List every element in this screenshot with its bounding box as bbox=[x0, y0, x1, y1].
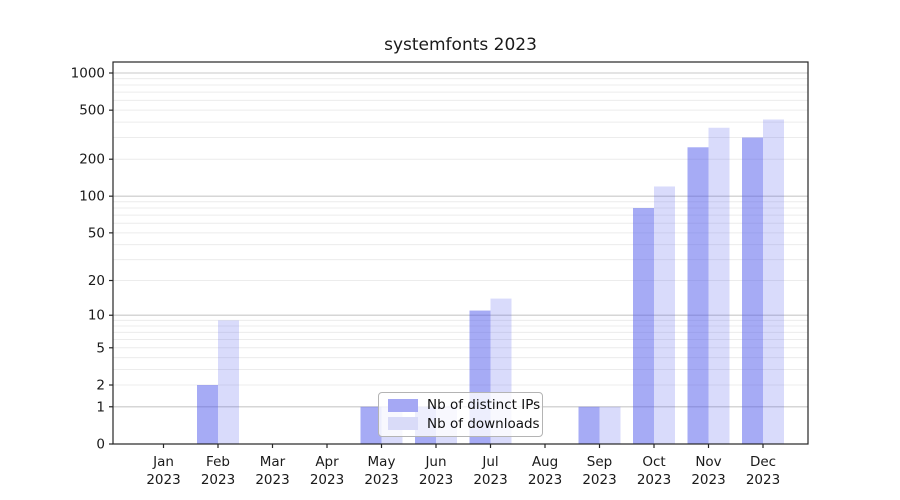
x-tick-label: Mar 2023 bbox=[255, 454, 289, 488]
bar-distinct-ips bbox=[633, 208, 654, 444]
y-tick-label: 2 bbox=[96, 378, 105, 394]
x-tick-label: Aug 2023 bbox=[528, 454, 562, 488]
bar-distinct-ips bbox=[742, 137, 763, 444]
y-tick-label: 1000 bbox=[71, 66, 105, 82]
legend-item-distinct-ips: Nb of distinct IPs bbox=[388, 397, 540, 414]
x-tick-label: Nov 2023 bbox=[691, 454, 725, 488]
x-tick-label: Oct 2023 bbox=[637, 454, 671, 488]
axes-frame bbox=[112, 61, 809, 445]
y-tick-label: 500 bbox=[79, 103, 105, 119]
legend-label-downloads: Nb of downloads bbox=[427, 415, 540, 432]
chart-title: systemfonts 2023 bbox=[384, 35, 537, 55]
legend-item-downloads: Nb of downloads bbox=[388, 415, 540, 432]
legend-swatch-distinct-ips bbox=[388, 398, 418, 412]
x-tick-label: Dec 2023 bbox=[746, 454, 780, 488]
bar-downloads bbox=[763, 119, 784, 444]
x-tick-label: Jan 2023 bbox=[146, 454, 180, 488]
bar-distinct-ips bbox=[687, 147, 709, 445]
bar-downloads bbox=[708, 127, 730, 444]
y-tick-label: 1 bbox=[96, 399, 105, 415]
x-tick-label: Feb 2023 bbox=[201, 454, 235, 488]
bar-downloads bbox=[218, 320, 239, 444]
bar-downloads bbox=[599, 406, 621, 444]
bar-distinct-ips bbox=[578, 406, 600, 444]
bar-distinct-ips bbox=[360, 406, 382, 444]
y-tick-label: 100 bbox=[79, 189, 105, 205]
x-tick-label: Jun 2023 bbox=[419, 454, 453, 488]
x-tick-label: Jul 2023 bbox=[473, 454, 507, 488]
bar-downloads bbox=[654, 186, 675, 445]
bar-distinct-ips bbox=[197, 385, 218, 444]
y-tick-label: 20 bbox=[88, 273, 105, 289]
legend-label-distinct-ips: Nb of distinct IPs bbox=[427, 397, 541, 414]
legend-swatch-downloads bbox=[388, 417, 418, 431]
y-tick-label: 5 bbox=[96, 340, 105, 356]
x-tick-label: Sep 2023 bbox=[582, 454, 616, 488]
y-tick-label: 50 bbox=[88, 225, 105, 241]
legend: Nb of distinct IPs Nb of downloads bbox=[378, 392, 543, 437]
x-tick-label: May 2023 bbox=[364, 454, 398, 488]
y-tick-label: 200 bbox=[79, 152, 105, 168]
y-tick-label: 10 bbox=[88, 308, 105, 324]
y-tick-label: 0 bbox=[96, 437, 105, 453]
x-tick-label: Apr 2023 bbox=[310, 454, 344, 488]
